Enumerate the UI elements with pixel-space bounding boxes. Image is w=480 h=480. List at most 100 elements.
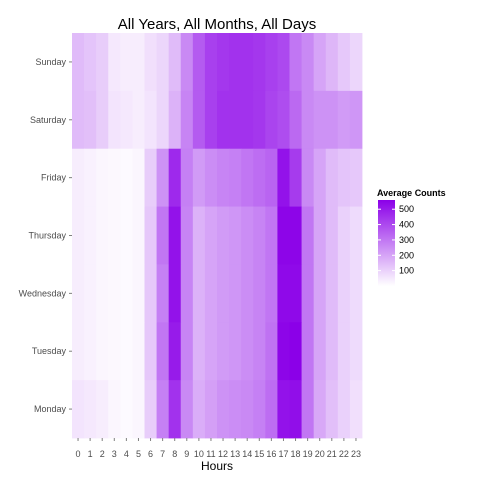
heatmap-cell [156,90,170,150]
x-tick-label: 11 [206,449,215,459]
heatmap-cell [204,148,218,207]
heatmap-cell [313,90,327,150]
heatmap-cell [349,33,363,92]
heatmap-cell [144,322,157,381]
heatmap-cell [204,90,218,150]
heatmap-cell [108,380,121,439]
x-tick-label: 4 [124,449,129,459]
heatmap-cell [325,33,339,92]
heatmap-cell [313,148,327,207]
heatmap-cell [265,380,278,439]
heatmap-cell [180,206,194,265]
heatmap-cell [337,33,351,92]
x-tick-label: 1 [88,449,93,459]
heatmap-cell [217,380,230,439]
heatmap-cell [217,90,230,150]
heatmap-cell [277,90,290,150]
heatmap-cell [84,322,97,381]
heatmap-cell [349,322,363,381]
heatmap-cell [72,380,85,439]
heatmap-cell [217,33,230,92]
heatmap-cell [120,90,133,150]
x-axis-title: Hours [201,459,233,473]
heatmap-cell [241,148,254,207]
heatmap-cell [289,33,302,92]
heatmap-cell [120,148,133,207]
legend-color-bar [378,200,395,286]
x-tick-label: 21 [327,449,337,459]
heatmap-cell [156,380,170,439]
heatmap-cell [108,90,121,150]
heatmap-cell [96,322,109,381]
heatmap-cell [301,33,315,92]
heatmap-cell [192,33,206,92]
color-legend: Average Counts 100 200 300 400 500 [377,188,446,286]
heatmap-cell [277,264,290,323]
heatmap-cell [72,90,85,150]
heatmap-cell [277,322,290,381]
heatmap-cell [204,264,218,323]
heatmap-cell [289,148,302,207]
heatmap-cell [132,148,145,207]
heatmap-cell [229,206,242,265]
heatmap-cell [241,322,254,381]
heatmap-cell [168,90,182,150]
heatmap-cell [168,264,182,323]
heatmap-cell [144,264,157,323]
heatmap-cell [289,264,302,323]
heatmap-cell [337,206,351,265]
heatmap-cell [144,148,157,207]
heatmap-cell [289,380,302,439]
heatmap-cell [253,206,266,265]
heatmap-cell [349,206,363,265]
x-tick-label: 13 [230,449,240,459]
heatmap-cell [301,90,315,150]
heatmap-cell [84,380,97,439]
x-tick-label: 12 [218,449,228,459]
y-tick-label: Sunday [35,57,66,67]
heatmap-cell [168,322,182,381]
x-tick-label: 3 [112,449,117,459]
heatmap-cell [156,322,170,381]
heatmap-cell [349,264,363,323]
heatmap-cell [229,322,242,381]
heatmap-cell [265,33,278,92]
heatmap-cell [168,33,182,92]
heatmap-cell [325,264,339,323]
y-tick-label: Saturday [30,115,67,125]
chart-title: All Years, All Months, All Days [118,16,316,33]
heatmap-cell [180,148,194,207]
heatmap-cell [265,148,278,207]
heatmap-cell [132,206,145,265]
x-tick-label: 17 [278,449,288,459]
heatmap-cell [241,33,254,92]
heatmap-cell [144,90,157,150]
heatmap-cell [337,380,351,439]
heatmap-cell [204,206,218,265]
heatmap-cell [108,148,121,207]
heatmap-cell [349,90,363,150]
heatmap-cell [325,322,339,381]
heatmap-cell [180,33,194,92]
heatmap-cell [96,264,109,323]
heatmap-cell [84,148,97,207]
heatmap-cell [253,264,266,323]
heatmap-cell [313,264,327,323]
heatmap-cell [241,90,254,150]
heatmap-cell [301,148,315,207]
heatmap-cell [229,148,242,207]
x-tick-label: 6 [148,449,153,459]
heatmap-cell [313,322,327,381]
heatmap-cell [217,322,230,381]
x-tick-label: 15 [254,449,264,459]
heatmap-cell [180,380,194,439]
heatmap-cell [204,33,218,92]
heatmap-cell [192,90,206,150]
heatmap-cell [217,206,230,265]
heatmap-cell [96,33,109,92]
heatmap-cell [144,380,157,439]
heatmap-cell [229,90,242,150]
heatmap-cell [313,206,327,265]
heatmap-cell [277,148,290,207]
heatmap-cell [289,90,302,150]
